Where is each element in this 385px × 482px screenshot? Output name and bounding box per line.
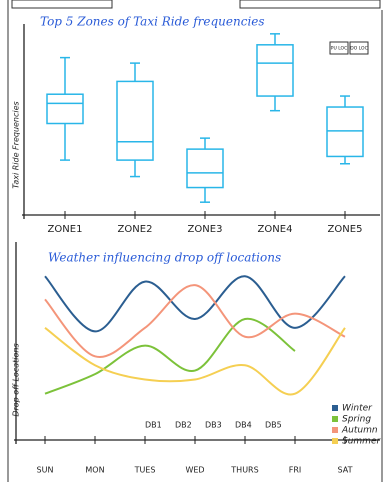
annotation: DB4	[235, 421, 252, 430]
frame	[11, 0, 113, 9]
x-tick-label: TUES	[134, 466, 156, 475]
x-tick-label: FRI	[289, 466, 302, 475]
legend-label: Summer	[342, 437, 381, 447]
box	[116, 80, 154, 161]
legend-swatch	[332, 405, 338, 411]
box	[46, 93, 84, 125]
x-tick-label: ZONE3	[188, 224, 223, 235]
x-tick-label: ZONE5	[328, 224, 363, 235]
x-tick-label: ZONE2	[118, 224, 153, 235]
legend-swatch	[332, 416, 338, 422]
legend-swatch	[332, 427, 338, 433]
legend-label: Winter	[342, 404, 373, 414]
x-tick-label: ZONE4	[258, 224, 293, 235]
x-tick-label: THURS	[230, 466, 258, 475]
x-tick-label: ZONE1	[48, 224, 83, 235]
x-tick-label: SUN	[37, 466, 54, 475]
legend-label: Autumn	[341, 426, 378, 436]
box	[186, 148, 224, 189]
legend-label: DO LOC	[350, 46, 367, 52]
legend-box	[329, 41, 349, 55]
annotation: DB1	[145, 421, 162, 430]
series-line	[44, 317, 296, 395]
x-tick-label: SAT	[338, 466, 353, 475]
legend-label: Spring	[342, 415, 371, 425]
box	[326, 106, 364, 158]
annotation: DB2	[175, 421, 192, 430]
legend-swatch	[332, 438, 338, 444]
series-line	[44, 327, 346, 396]
x-tick-label: MON	[85, 466, 104, 475]
y-label: Taxi Ride Frequencies	[12, 101, 21, 188]
series-line	[44, 275, 346, 333]
annotation: DB3	[205, 421, 222, 430]
chart-title: Top 5 Zones of Taxi Ride frequencies	[40, 15, 265, 29]
x-tick-label: WED	[185, 466, 204, 475]
series-line	[44, 284, 346, 358]
annotation: DB5	[265, 421, 282, 430]
frame	[239, 0, 381, 9]
chart-title: Weather influencing drop off locations	[48, 251, 281, 265]
legend-box	[349, 41, 369, 55]
legend-label: PU LOC	[331, 46, 347, 52]
box	[256, 44, 294, 97]
